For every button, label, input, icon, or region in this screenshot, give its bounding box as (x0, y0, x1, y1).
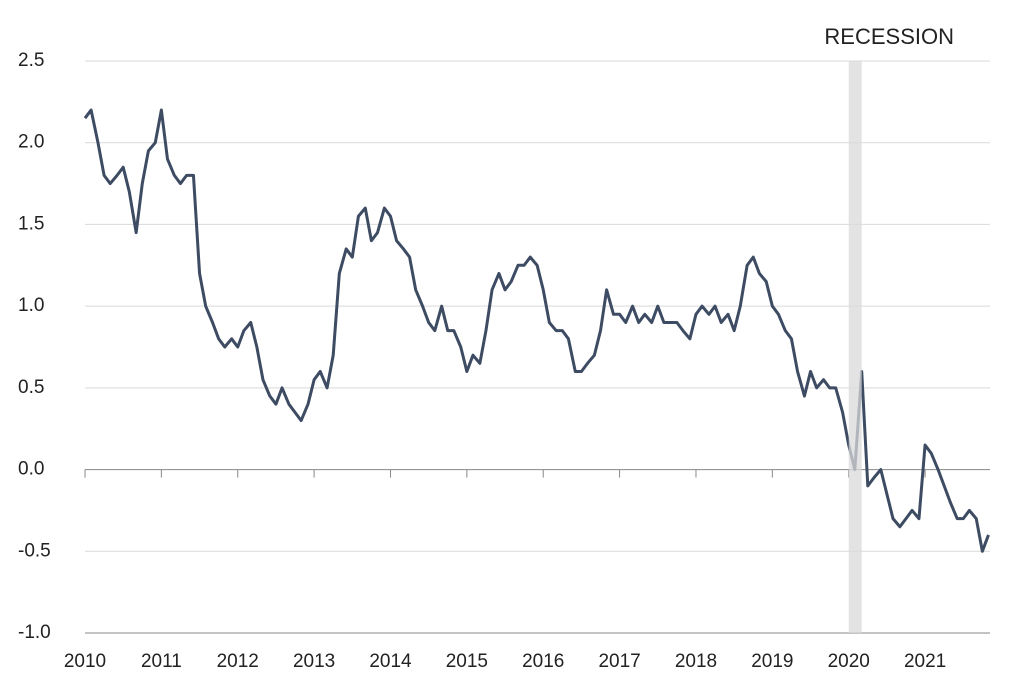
series-line (83, 108, 990, 553)
recession-band (848, 61, 862, 633)
x-tick-label: 2014 (369, 651, 412, 672)
y-tick-label: 0.0 (18, 459, 44, 480)
recession-label: RECESSION (824, 24, 954, 49)
x-tick-label: 2018 (675, 651, 717, 672)
y-tick-label: 2.0 (18, 132, 44, 153)
y-tick-label: 1.5 (18, 213, 44, 234)
x-tick-label: 2013 (293, 651, 335, 672)
x-tick-label: 2020 (828, 651, 870, 672)
x-tick-label: 2012 (217, 651, 259, 672)
x-tick-label: 2015 (446, 651, 488, 672)
y-tick-label: 2.5 (18, 50, 44, 71)
x-tick-label: 2019 (751, 651, 793, 672)
y-tick-label: 0.5 (18, 377, 44, 398)
y-tick-label: 1.0 (18, 295, 44, 316)
x-tick-label: 2017 (598, 651, 640, 672)
x-tick-label: 2010 (64, 651, 106, 672)
y-tick-label: -0.5 (18, 540, 51, 561)
y-tick-label: -1.0 (18, 622, 51, 643)
x-tick-label: 2011 (141, 651, 182, 672)
x-tick-label: 2016 (522, 651, 564, 672)
x-tick-label: 2021 (904, 651, 946, 672)
